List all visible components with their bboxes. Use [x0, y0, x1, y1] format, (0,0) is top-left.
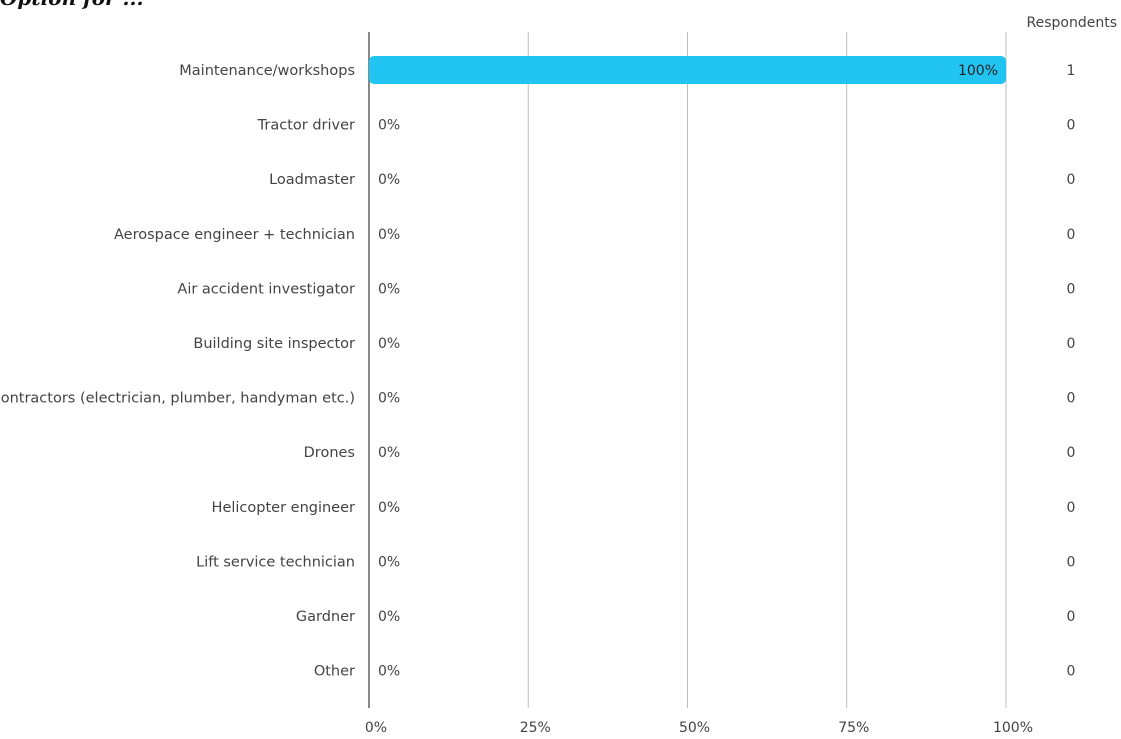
bar-value-label: 0%	[378, 118, 400, 134]
bar-value-label: 100%	[958, 63, 998, 79]
bar-value-label: 0%	[378, 500, 400, 516]
x-tick-label: 50%	[679, 720, 710, 735]
respondent-count: 0	[1067, 500, 1076, 516]
respondent-count: 0	[1067, 172, 1076, 188]
category-label: Tractor driver	[257, 118, 355, 134]
respondent-count: 0	[1067, 227, 1076, 243]
x-tick-label: 100%	[993, 720, 1033, 735]
bar-value-label: 0%	[378, 281, 400, 297]
bar-value-label: 0%	[378, 664, 400, 680]
respondent-count: 0	[1067, 664, 1076, 680]
category-label: Helicopter engineer	[212, 500, 355, 516]
respondent-count: 0	[1067, 118, 1076, 134]
respondent-count: 0	[1067, 554, 1076, 570]
category-label: Drones	[304, 445, 355, 461]
bar-value-label: 0%	[378, 172, 400, 188]
bar-value-label: 0%	[378, 391, 400, 407]
x-tick-label: 75%	[838, 720, 869, 735]
category-label: Gardner	[296, 609, 355, 625]
bar-value-label: 0%	[378, 227, 400, 243]
respondent-count: 0	[1067, 281, 1076, 297]
category-label: Building site inspector	[193, 336, 355, 352]
chart-title-fragment: Option for ...	[0, 0, 143, 10]
category-label: Maintenance/workshops	[179, 63, 355, 79]
respondents-header: Respondents	[1027, 15, 1118, 31]
category-label: Air accident investigator	[177, 281, 355, 297]
bar-value-label: 0%	[378, 445, 400, 461]
category-label: Aerospace engineer + technician	[114, 227, 355, 243]
category-label: Lift service technician	[196, 554, 355, 570]
bar	[369, 56, 1006, 84]
respondent-count: 1	[1067, 63, 1076, 79]
category-label: Other	[314, 664, 355, 680]
bar-value-label: 0%	[378, 554, 400, 570]
x-tick-label: 25%	[520, 720, 551, 735]
category-label: Loadmaster	[269, 172, 355, 188]
category-label: Contractors (electrician, plumber, handy…	[0, 391, 355, 407]
bar-value-label: 0%	[378, 609, 400, 625]
respondent-count: 0	[1067, 445, 1076, 461]
respondent-count: 0	[1067, 336, 1076, 352]
bar-value-label: 0%	[378, 336, 400, 352]
respondent-count: 0	[1067, 609, 1076, 625]
respondent-count: 0	[1067, 391, 1076, 407]
x-tick-label: 0%	[365, 720, 387, 735]
